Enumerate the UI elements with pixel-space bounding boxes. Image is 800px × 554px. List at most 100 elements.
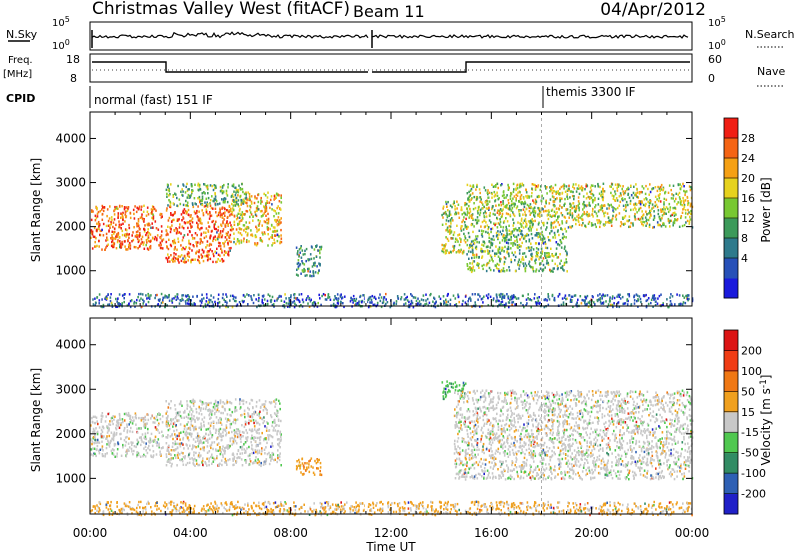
data-cell [182, 236, 185, 239]
data-cell [269, 206, 271, 210]
data-cell [505, 229, 507, 232]
data-cell [225, 251, 228, 254]
data-cell [598, 298, 600, 301]
data-cell [277, 297, 279, 300]
data-cell [110, 244, 113, 248]
data-cell [185, 212, 188, 215]
data-cell [506, 269, 508, 272]
data-cell [512, 295, 515, 299]
data-cell [425, 293, 427, 296]
data-cell [370, 301, 373, 304]
data-cell [333, 298, 335, 302]
data-cell [229, 221, 231, 224]
data-cell [304, 269, 306, 272]
data-cell [528, 206, 531, 210]
data-cell [521, 182, 523, 185]
data-cell [513, 188, 515, 191]
data-cell [553, 299, 556, 302]
data-cell [645, 184, 647, 188]
data-cell [94, 438, 96, 442]
data-cell [530, 206, 532, 209]
data-cell [478, 229, 481, 232]
data-cell [140, 438, 143, 441]
data-cell [111, 303, 113, 307]
data-cell [161, 230, 163, 233]
data-cell [267, 244, 269, 247]
data-cell [501, 209, 503, 212]
data-cell [275, 413, 277, 416]
data-cell [243, 224, 246, 227]
data-cell [198, 195, 201, 199]
data-cell [142, 302, 144, 305]
data-cell [382, 301, 385, 304]
data-cell [551, 222, 554, 225]
data-cell [464, 301, 467, 304]
data-cell [248, 422, 250, 425]
data-cell [101, 218, 104, 221]
data-cell [633, 295, 635, 298]
data-cell [213, 254, 215, 258]
data-cell [257, 299, 260, 302]
data-cell [119, 423, 122, 427]
data-cell [460, 238, 462, 241]
data-cell [645, 305, 648, 309]
data-cell [536, 228, 538, 231]
data-cell [669, 219, 671, 222]
data-cell [410, 301, 413, 304]
data-cell [479, 196, 481, 199]
data-cell [449, 303, 452, 306]
data-cell [151, 236, 154, 239]
data-cell [132, 453, 134, 456]
data-cell [563, 247, 566, 250]
data-cell [195, 427, 197, 431]
data-cell [287, 302, 290, 305]
data-cell [640, 216, 643, 219]
data-cell [341, 296, 344, 299]
data-cell [526, 232, 528, 236]
data-cell [556, 197, 558, 200]
data-cell [443, 211, 446, 215]
data-cell [184, 247, 186, 251]
data-cell [193, 399, 196, 403]
data-cell [225, 424, 228, 427]
data-cell [221, 192, 224, 195]
data-cell [335, 305, 337, 309]
data-cell [658, 217, 661, 220]
data-cell [235, 199, 238, 203]
data-cell [470, 187, 473, 191]
data-cell [162, 238, 165, 241]
data-cell [448, 251, 450, 255]
data-cell [615, 197, 618, 200]
data-cell [111, 218, 113, 222]
data-cell [546, 226, 548, 229]
data-cell [194, 440, 197, 443]
data-cell [467, 250, 470, 253]
data-cell [603, 212, 605, 215]
data-cell [443, 244, 445, 247]
data-cell [460, 206, 463, 209]
data-cell [177, 184, 179, 188]
data-cell [207, 433, 210, 437]
data-cell [601, 297, 603, 300]
data-cell [146, 223, 148, 226]
data-cell [420, 302, 422, 306]
data-cell [135, 423, 137, 426]
data-cell [202, 213, 205, 217]
data-cell [112, 436, 115, 439]
data-cell [544, 266, 546, 269]
data-cell [106, 236, 108, 239]
data-cell [250, 200, 253, 203]
nave-label: Nave [757, 65, 785, 78]
data-cell [688, 297, 690, 301]
data-cell [191, 258, 193, 261]
data-cell [559, 239, 562, 242]
data-cell [173, 421, 176, 424]
data-cell [279, 446, 281, 449]
data-cell [525, 207, 528, 210]
data-cell [450, 222, 452, 225]
data-cell [159, 417, 162, 421]
data-cell [195, 242, 198, 246]
data-cell [118, 220, 120, 223]
data-cell [261, 240, 264, 243]
data-cell [666, 298, 668, 301]
